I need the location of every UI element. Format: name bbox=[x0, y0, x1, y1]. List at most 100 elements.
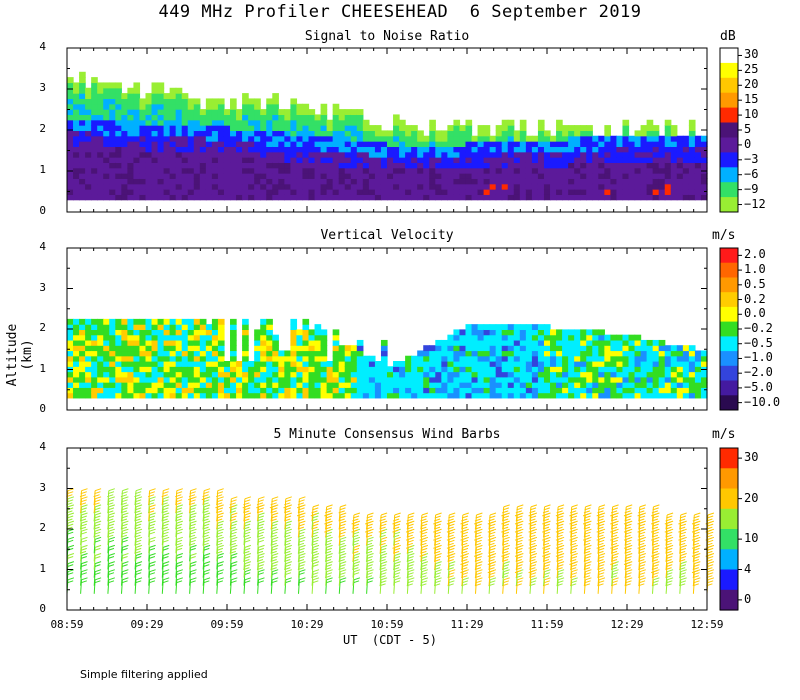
velocity-cell bbox=[676, 376, 684, 383]
wind-barb-flag bbox=[80, 580, 87, 584]
velocity-cell bbox=[163, 376, 171, 383]
snr-cell bbox=[260, 178, 267, 185]
velocity-cell bbox=[393, 366, 400, 373]
snr-cell bbox=[592, 173, 599, 179]
wind-barb-flag bbox=[190, 520, 197, 524]
snr-cell bbox=[115, 87, 122, 94]
velocity-cell bbox=[610, 334, 618, 341]
velocity-cell bbox=[562, 382, 569, 388]
wind-barb-flag bbox=[231, 496, 238, 500]
velocity-cell bbox=[121, 324, 128, 331]
snr-cell bbox=[658, 189, 666, 195]
velocity-cell bbox=[332, 329, 340, 336]
wind-barb-flag bbox=[284, 539, 292, 543]
snr-cell bbox=[332, 162, 340, 169]
snr-cell bbox=[417, 141, 424, 147]
snr-cell bbox=[374, 125, 382, 132]
wind-barb-flag bbox=[176, 528, 183, 532]
wind-barb-flag bbox=[433, 537, 440, 541]
wind-barb-flag bbox=[284, 556, 292, 559]
snr-cell bbox=[531, 157, 539, 163]
wind-barb-flag bbox=[366, 564, 373, 568]
snr-cell bbox=[550, 135, 557, 142]
snr-cell bbox=[211, 103, 219, 110]
snr-cell bbox=[115, 194, 122, 201]
snr-cell bbox=[272, 98, 279, 105]
velocity-cell bbox=[586, 355, 593, 362]
snr-cell bbox=[435, 194, 442, 201]
velocity-cell bbox=[598, 366, 605, 373]
snr-cell bbox=[211, 125, 219, 132]
velocity-cell bbox=[169, 361, 177, 367]
snr-cell bbox=[260, 173, 267, 179]
snr-cell bbox=[393, 141, 400, 147]
velocity-cell bbox=[586, 334, 593, 341]
snr-cell bbox=[103, 151, 110, 158]
wind-barb-flag bbox=[162, 572, 169, 576]
snr-cell bbox=[344, 146, 352, 153]
footnote: Simple filtering applied bbox=[80, 668, 208, 681]
snr-cell bbox=[664, 151, 672, 158]
velocity-cell bbox=[79, 376, 86, 383]
snr-cell bbox=[501, 189, 509, 195]
snr-cell bbox=[242, 178, 249, 185]
snr-cell bbox=[610, 178, 618, 185]
velocity-cell bbox=[616, 361, 624, 367]
snr-cell bbox=[248, 167, 255, 174]
velocity-cell bbox=[550, 361, 557, 367]
snr-cell bbox=[314, 135, 322, 142]
velocity-cell bbox=[447, 355, 455, 362]
wind-barb-flag bbox=[203, 553, 211, 556]
wind-barb-flag bbox=[285, 512, 292, 516]
snr-cell bbox=[278, 151, 285, 158]
velocity-cell bbox=[302, 334, 310, 341]
velocity-cell bbox=[405, 392, 412, 399]
snr-cell bbox=[622, 183, 630, 190]
snr-cell bbox=[127, 103, 135, 110]
wind-barb-flag bbox=[312, 544, 320, 548]
wind-barb-flag bbox=[476, 577, 483, 581]
snr-cell bbox=[109, 125, 116, 132]
snr-cell bbox=[242, 103, 249, 110]
wind-barb-flag bbox=[176, 553, 183, 556]
velocity-cell bbox=[393, 371, 400, 378]
snr-cell bbox=[477, 167, 485, 174]
wind-barb-flag bbox=[652, 564, 659, 568]
velocity-cell bbox=[417, 382, 424, 388]
snr-cell bbox=[332, 114, 340, 121]
wind-barb-flag bbox=[216, 572, 224, 576]
snr-cell bbox=[471, 194, 479, 201]
wind-barb-flag bbox=[312, 547, 319, 551]
snr-cell bbox=[513, 183, 521, 190]
wind-barb-flag bbox=[299, 561, 306, 565]
velocity-cell bbox=[308, 345, 316, 352]
snr-cell bbox=[537, 135, 545, 142]
snr-cell bbox=[211, 114, 219, 121]
wind-barb-flag bbox=[544, 504, 551, 508]
snr-cell bbox=[109, 103, 116, 110]
snr-cell bbox=[507, 162, 515, 169]
snr-cell bbox=[97, 119, 104, 126]
snr-cell bbox=[513, 194, 521, 201]
wind-barb-flag bbox=[638, 510, 645, 514]
snr-cell bbox=[550, 167, 557, 174]
snr-cell bbox=[332, 141, 340, 147]
velocity-cell bbox=[187, 350, 195, 357]
velocity-cell bbox=[447, 376, 455, 383]
snr-cell bbox=[145, 125, 153, 132]
velocity-cell bbox=[507, 334, 515, 341]
velocity-cell bbox=[393, 361, 400, 367]
wind-barb-flag bbox=[652, 531, 659, 535]
velocity-cell bbox=[127, 318, 135, 325]
snr-cell bbox=[127, 157, 135, 163]
velocity-cell bbox=[387, 387, 394, 394]
velocity-cell bbox=[236, 392, 243, 399]
velocity-cell bbox=[115, 376, 122, 383]
snr-cell bbox=[622, 151, 630, 158]
snr-cell bbox=[230, 125, 237, 132]
snr-cell bbox=[338, 109, 346, 116]
snr-cell bbox=[501, 173, 509, 179]
wind-barb-flag bbox=[189, 531, 196, 535]
snr-cell bbox=[356, 125, 364, 132]
wind-barb-flag bbox=[94, 528, 102, 532]
